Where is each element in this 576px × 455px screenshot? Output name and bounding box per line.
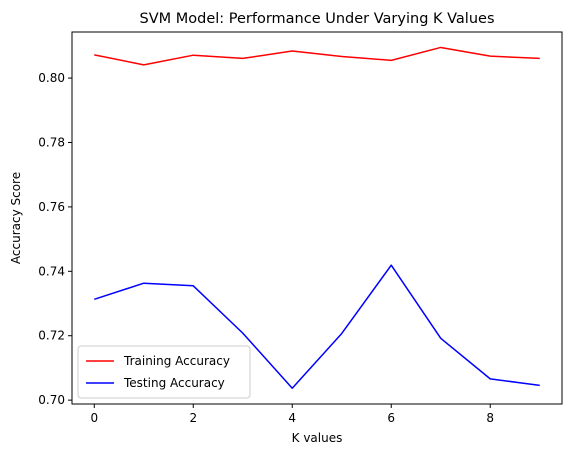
x-axis: 0 2 4 6 8: [90, 404, 494, 425]
x-axis-label: K values: [292, 431, 343, 445]
x-tick-label: 0: [90, 411, 98, 425]
chart-title: SVM Model: Performance Under Varying K V…: [139, 11, 494, 27]
y-tick-label: 0.76: [38, 200, 65, 214]
x-tick-label: 4: [288, 411, 296, 425]
series-line-testing-accuracy: [94, 264, 540, 389]
x-tick-label: 8: [486, 411, 494, 425]
y-tick-label: 0.74: [38, 264, 65, 278]
y-axis: 0.70 0.72 0.74 0.76 0.78 0.80: [38, 71, 72, 407]
legend-label: Training Accuracy: [123, 354, 230, 368]
x-tick-label: 6: [387, 411, 395, 425]
y-tick-label: 0.80: [38, 71, 65, 85]
legend: Training Accuracy Testing Accuracy: [77, 345, 251, 399]
plot-frame: [71, 31, 563, 405]
series-layer: [94, 46, 540, 389]
y-tick-label: 0.78: [38, 135, 65, 149]
legend-label: Testing Accuracy: [123, 376, 225, 390]
legend-box: [77, 345, 251, 399]
series-line-training-accuracy: [94, 46, 540, 66]
y-axis-label: Accuracy Score: [9, 172, 23, 264]
y-tick-label: 0.72: [38, 329, 65, 343]
plot-area: [71, 31, 563, 405]
y-tick-label: 0.70: [38, 393, 65, 407]
x-tick-label: 2: [189, 411, 197, 425]
